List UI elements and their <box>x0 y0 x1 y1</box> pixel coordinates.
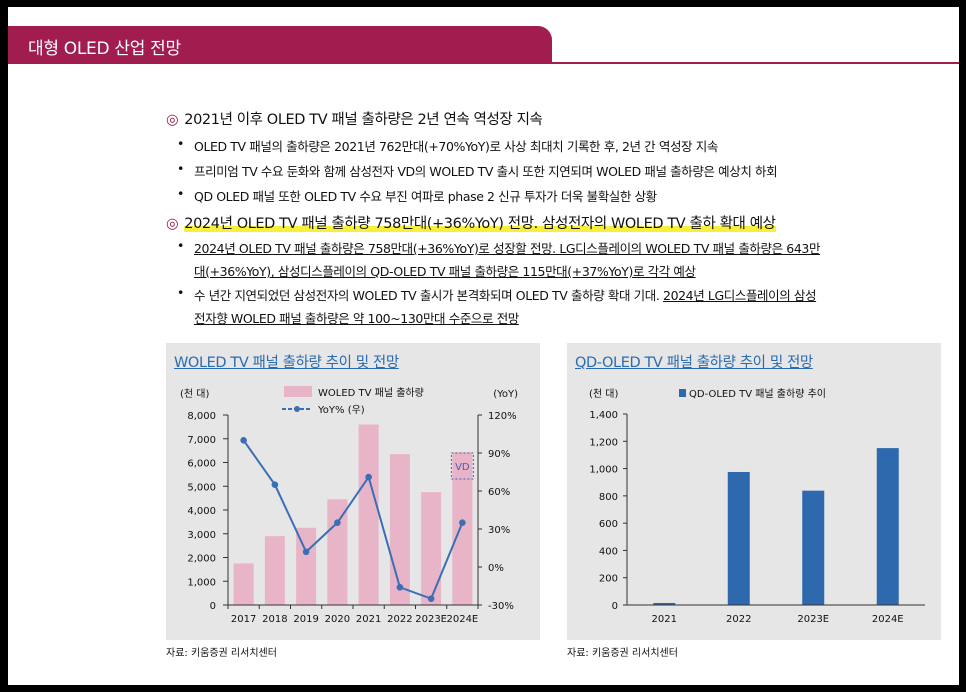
woled-chart-panel: WOLED TV 패널 출하량 추이 및 전망 (천 대) (YoY) 8,000 7… <box>166 343 540 640</box>
list-item: • 2024년 OLED TV 패널 출하량은 758만대(+36%YoY)로 … <box>177 238 821 279</box>
legend-swatch <box>679 389 686 397</box>
left-tick-label: 0 <box>612 601 618 612</box>
left-tick-label: 800 <box>599 492 618 503</box>
yoy-point-2017 <box>240 437 247 444</box>
legend-line-marker <box>294 406 300 412</box>
section2-heading: ◎ 2024년 OLED TV 패널 출하량 758만대(+36%YoY) 전망.… <box>166 212 776 233</box>
left-tick-label: 5,000 <box>187 482 216 493</box>
woled-chart-source: 자료: 키움증권 리서치센터 <box>166 648 277 659</box>
yoy-point-2024E <box>459 519 466 526</box>
vd-annotation-label: VD <box>455 462 470 473</box>
bar-woled-2021 <box>358 424 379 605</box>
x-tick-label: 2023E <box>415 614 447 625</box>
bar-qdoled-2023E <box>802 490 825 605</box>
bullet-icon: • <box>177 285 184 300</box>
left-tick-label: 2,000 <box>187 554 216 565</box>
bar-woled-2020 <box>327 499 348 605</box>
bar-qdoled-2024E <box>876 448 899 605</box>
yoy-point-2021 <box>365 473 372 481</box>
yoy-point-2018 <box>271 481 279 488</box>
bullet-icon: • <box>177 186 184 201</box>
left-tick-label: 4,000 <box>187 506 216 517</box>
legend-label: QD-OLED TV 패널 출하량 추이 <box>689 387 826 400</box>
left-tick-label: 1,000 <box>187 577 216 588</box>
left-tick-label: 200 <box>599 574 618 585</box>
left-tick-label: 7,000 <box>187 435 216 446</box>
page-title: 대형 OLED 산업 전망 <box>28 39 181 59</box>
bar-woled-2019 <box>296 527 317 605</box>
list-item: • 수 년간 지연되었던 삼성전자의 WOLED TV 출시가 본격화되며 OL… <box>177 285 817 326</box>
left-tick-label: 6,000 <box>187 459 216 470</box>
bar-woled-2018 <box>264 536 285 605</box>
bar-woled-2024E <box>452 452 473 605</box>
legend-bar-swatch <box>284 386 312 397</box>
left-tick-label: 400 <box>599 546 618 557</box>
x-tick-label: 2020 <box>325 614 350 625</box>
yoy-point-2019 <box>302 548 310 556</box>
list-item: • QD OLED 패널 또한 OLED TV 수요 부진 여파로 phase 2… <box>177 186 657 204</box>
left-tick-label: 3,000 <box>187 530 216 541</box>
bar-qdoled-2021 <box>653 602 676 605</box>
x-tick-label: 2017 <box>231 614 256 625</box>
qdoled-chart-panel: QD-OLED TV 패널 출하량 추이 및 전망 (천 대) 1,400 1,20… <box>567 343 941 640</box>
left-tick-label: 1,400 <box>589 410 618 421</box>
x-tick-label: 2021 <box>356 614 381 625</box>
x-tick-label: 2023E <box>797 614 829 625</box>
right-tick-label: 90% <box>488 449 510 460</box>
yoy-point-2022 <box>396 583 404 591</box>
woled-chart: (천 대) (YoY) 8,000 7,000 6,000 5,000 4,000 3,000… <box>180 386 518 625</box>
bar-qdoled-2022 <box>727 471 750 605</box>
list-item: • 프리미엄 TV 수요 둔화와 함께 삼성전자 VD의 WOLED TV 출시 … <box>177 161 778 179</box>
section1-heading: ◎ 2021년 이후 OLED TV 패널 출하량은 2년 연속 역성장 지속 <box>166 108 543 129</box>
right-tick-label: 60% <box>488 487 510 498</box>
circle-bullet-icon: ◎ <box>166 216 179 232</box>
left-axis-label: (천 대) <box>180 388 209 400</box>
woled-chart-title: WOLED TV 패널 출하량 추이 및 전망 <box>174 355 399 371</box>
right-tick-label: -30% <box>488 601 514 612</box>
x-tick-label: 2024E <box>446 614 478 625</box>
left-tick-label: 0 <box>210 601 216 612</box>
x-tick-label: 2019 <box>293 614 318 625</box>
bar-woled-2022 <box>389 454 410 605</box>
bar-woled-2023E <box>421 492 442 605</box>
header-divider <box>8 62 959 64</box>
qdoled-chart: (천 대) 1,400 1,200 1,000 800 600 400 200 0 2021 202… <box>589 387 925 625</box>
x-tick-label: 2022 <box>726 614 751 625</box>
yoy-point-2020 <box>334 519 341 526</box>
bullet-icon: • <box>177 161 184 176</box>
left-tick-label: 1,200 <box>589 437 618 448</box>
left-tick-label: 8,000 <box>187 411 216 422</box>
x-tick-label: 2024E <box>872 614 904 625</box>
yoy-line <box>242 439 464 600</box>
legend-bar-label: WOLED TV 패널 출하량 <box>318 386 424 399</box>
right-tick-label: 0% <box>488 563 504 574</box>
right-axis-label: (YoY) <box>493 389 518 400</box>
left-tick-label: 1,000 <box>589 465 618 476</box>
x-tick-label: 2018 <box>262 614 287 625</box>
x-tick-label: 2022 <box>387 614 412 625</box>
section1-heading-text: 2021년 이후 OLED TV 패널 출하량은 2년 연속 역성장 지속 <box>184 112 543 128</box>
left-tick-label: 600 <box>599 519 618 530</box>
section2-heading-text: 2024년 OLED TV 패널 출하량 758만대(+36%YoY) 전망. … <box>184 216 776 232</box>
right-tick-label: 120% <box>488 411 517 422</box>
x-tick-label: 2021 <box>652 614 677 625</box>
qdoled-chart-source: 자료: 키움증권 리서치센터 <box>567 648 678 659</box>
list-item: • OLED TV 패널의 출하량은 2021년 762만대(+70%YoY)로 … <box>177 136 718 154</box>
bullet-icon: • <box>177 136 184 151</box>
yoy-point-2023E <box>427 595 435 602</box>
bar-woled-2017 <box>233 563 254 605</box>
right-tick-label: 30% <box>488 525 510 536</box>
left-axis-label: (천 대) <box>589 388 618 400</box>
qdoled-chart-title: QD-OLED TV 패널 출하량 추이 및 전망 <box>575 355 813 371</box>
legend-line-label: YoY% (우) <box>317 404 365 416</box>
bullet-icon: • <box>177 238 184 253</box>
section-header: 대형 OLED 산업 전망 <box>8 26 552 63</box>
circle-bullet-icon: ◎ <box>166 112 179 128</box>
